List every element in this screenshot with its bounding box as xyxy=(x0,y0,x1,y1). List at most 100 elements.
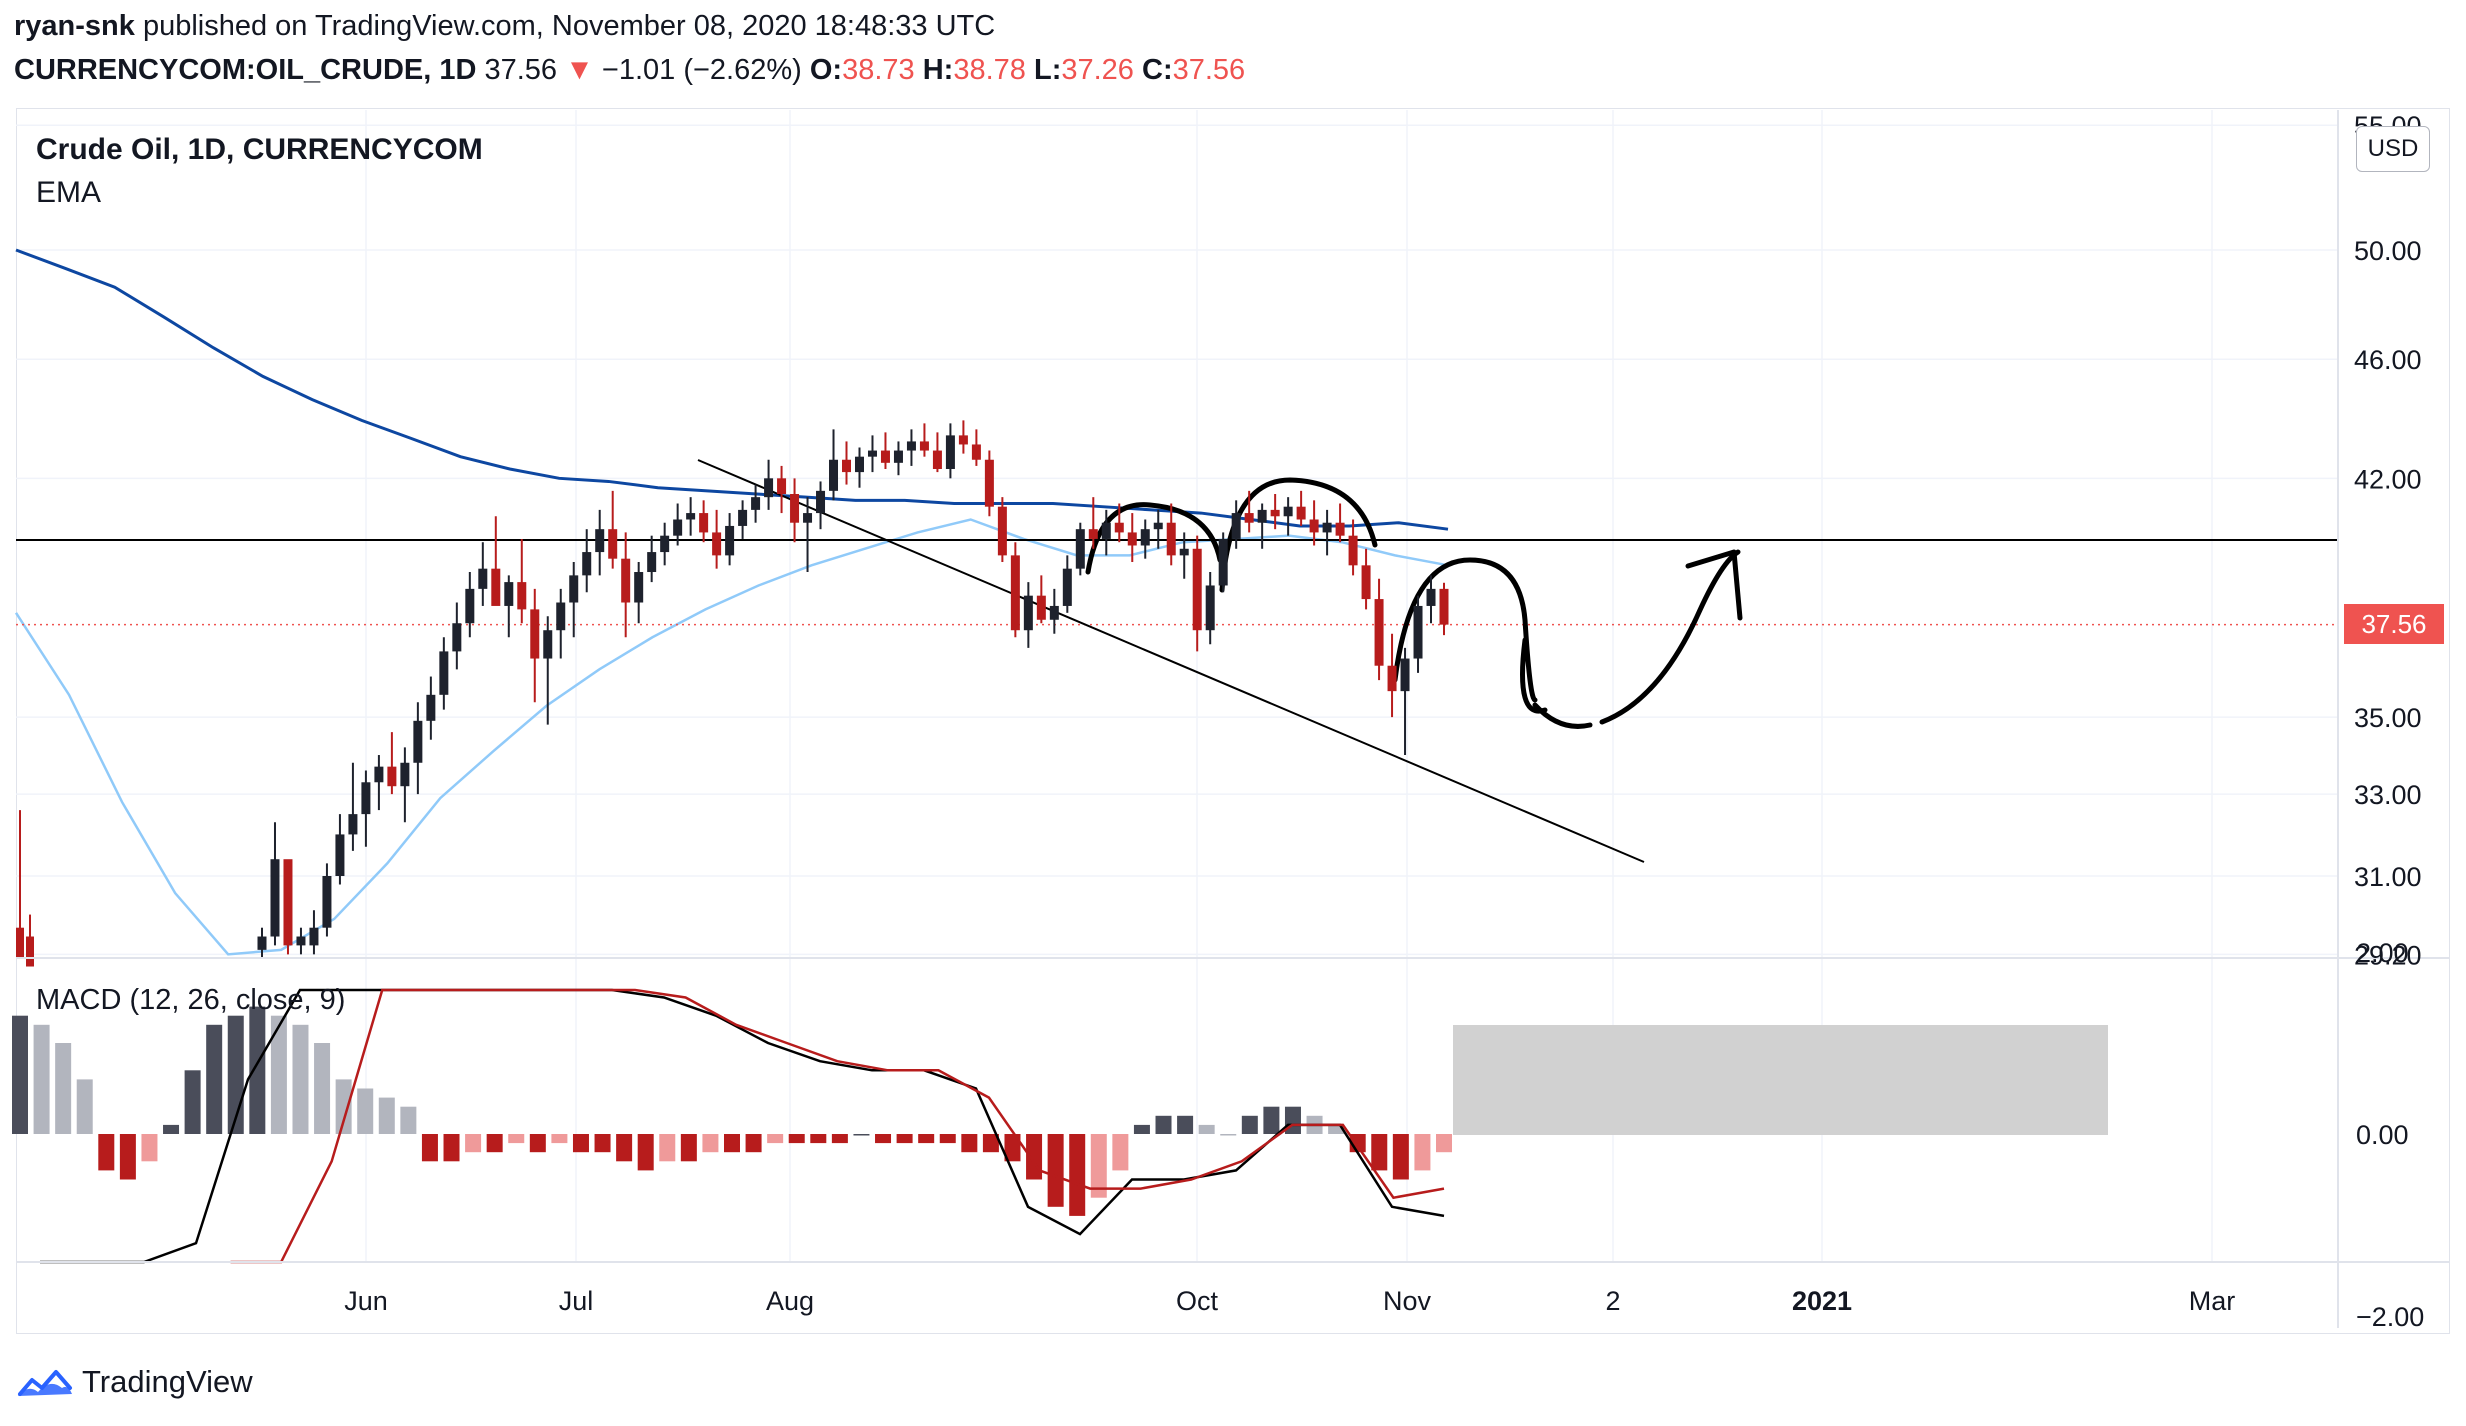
candle-body xyxy=(829,459,839,491)
macd-histogram-bar xyxy=(982,1134,999,1153)
candle-body xyxy=(854,456,864,473)
candle-body xyxy=(426,694,436,721)
candle-body xyxy=(16,927,24,958)
candle-body xyxy=(309,927,319,946)
macd-histogram-bar xyxy=(314,1043,331,1134)
macd-histogram-bar xyxy=(1026,1134,1043,1180)
shoulder-arc-left xyxy=(1085,502,1223,575)
candle-body xyxy=(1192,548,1202,631)
candle-body xyxy=(880,450,890,463)
shoulder-arc-right xyxy=(1392,557,1538,703)
macd-histogram-bar xyxy=(33,1024,50,1134)
open-label: O: xyxy=(809,54,843,86)
candle-body xyxy=(374,766,384,783)
candle-body xyxy=(348,814,358,835)
macd-histogram-bar xyxy=(249,1006,266,1134)
candle-body xyxy=(997,506,1007,556)
candle-body xyxy=(387,766,397,787)
candle-body xyxy=(699,513,709,533)
macd-histogram-bar xyxy=(1155,1115,1172,1134)
candle-body xyxy=(504,582,514,606)
macd-histogram-bar xyxy=(1392,1134,1409,1180)
macd-histogram-bar xyxy=(465,1134,482,1153)
macd-histogram-bar xyxy=(875,1134,892,1144)
macd-histogram-bar xyxy=(939,1134,956,1144)
candle-body xyxy=(1257,509,1267,523)
candle-body xyxy=(945,435,955,469)
descending-trendline xyxy=(697,459,1645,863)
ema-long-line xyxy=(15,248,1449,531)
candle-body xyxy=(932,450,942,469)
candle-body xyxy=(1179,548,1189,556)
author-name[interactable]: ryan-snk xyxy=(14,10,135,42)
candle-body xyxy=(712,532,722,556)
price-change: −1.01 (−2.62%) xyxy=(601,54,802,86)
candle-body xyxy=(621,558,631,603)
publish-info: ryan-snk published on TradingView.com, N… xyxy=(14,10,995,43)
candle-body xyxy=(1049,605,1059,620)
candle-body xyxy=(465,588,475,624)
candle-body xyxy=(1335,522,1345,536)
macd-histogram-bar xyxy=(508,1134,525,1144)
candle-body xyxy=(400,762,410,787)
candle-body xyxy=(1309,519,1319,533)
macd-histogram-bar xyxy=(724,1134,740,1153)
macd-histogram-bar xyxy=(443,1134,460,1162)
candle-body xyxy=(517,582,527,610)
candle-body xyxy=(893,450,903,463)
macd-legend[interactable]: MACD (12, 26, close, 9) xyxy=(36,984,346,1016)
candle-body xyxy=(971,444,981,460)
candle-body xyxy=(634,572,644,603)
candle-body xyxy=(530,609,540,659)
ema-lines xyxy=(14,248,1449,956)
axes: 55.0050.0046.0042.0035.0033.0031.0029.20… xyxy=(16,110,2450,1332)
candle-body xyxy=(1062,568,1072,606)
tradingview-logo[interactable]: TradingView xyxy=(16,1362,253,1402)
tradingview-cloud-icon xyxy=(18,1370,72,1396)
macd-histogram-bar xyxy=(745,1134,762,1153)
macd-histogram-bar xyxy=(55,1043,72,1134)
candle-body xyxy=(1270,509,1280,517)
candle-body xyxy=(283,859,293,946)
currency-button[interactable]: USD xyxy=(2356,126,2430,172)
candle-body xyxy=(335,834,345,876)
macd-histogram-bar xyxy=(767,1134,784,1144)
close-value: 37.56 xyxy=(1172,54,1246,86)
macd-histogram-bar xyxy=(637,1134,654,1171)
macd-histogram-bar xyxy=(896,1134,913,1144)
last-price-tag: 37.56 xyxy=(2344,604,2444,644)
time-tick-label: Oct xyxy=(1176,1286,1219,1316)
candle-body xyxy=(1348,535,1358,566)
candle-body xyxy=(26,936,34,967)
candle-body xyxy=(686,513,696,520)
candle-body xyxy=(1114,522,1124,533)
candle-body xyxy=(842,459,852,473)
macd-histogram-bar xyxy=(831,1134,848,1144)
high-value: 38.78 xyxy=(953,54,1026,86)
macd-histogram-bar xyxy=(357,1088,374,1134)
low-value: 37.26 xyxy=(1061,54,1134,86)
macd-histogram-bar xyxy=(1090,1134,1107,1198)
chart-legend-title[interactable]: Crude Oil, 1D, CURRENCYCOM xyxy=(36,133,483,166)
candle-body xyxy=(1166,522,1176,556)
candle-body xyxy=(1140,529,1150,546)
candles xyxy=(16,420,1449,967)
time-tick-label: Mar xyxy=(2189,1286,2236,1316)
macd-histogram-bar xyxy=(1047,1134,1064,1207)
candle-body xyxy=(439,651,449,695)
candle-body xyxy=(1283,506,1293,517)
candle-body xyxy=(1322,522,1332,533)
head-arc xyxy=(1219,477,1378,593)
candle-body xyxy=(738,509,748,526)
brand-name: TradingView xyxy=(82,1364,253,1399)
macd-histogram-bar xyxy=(12,1015,28,1134)
candle-body xyxy=(1400,658,1410,692)
ema-legend[interactable]: EMA xyxy=(36,176,102,209)
candle-body xyxy=(647,552,657,573)
macd-histogram-bar xyxy=(1241,1115,1258,1134)
candle-body xyxy=(984,459,994,507)
candle-body xyxy=(361,782,371,815)
macd-histogram-bar xyxy=(98,1134,115,1171)
candle-body xyxy=(751,497,761,510)
